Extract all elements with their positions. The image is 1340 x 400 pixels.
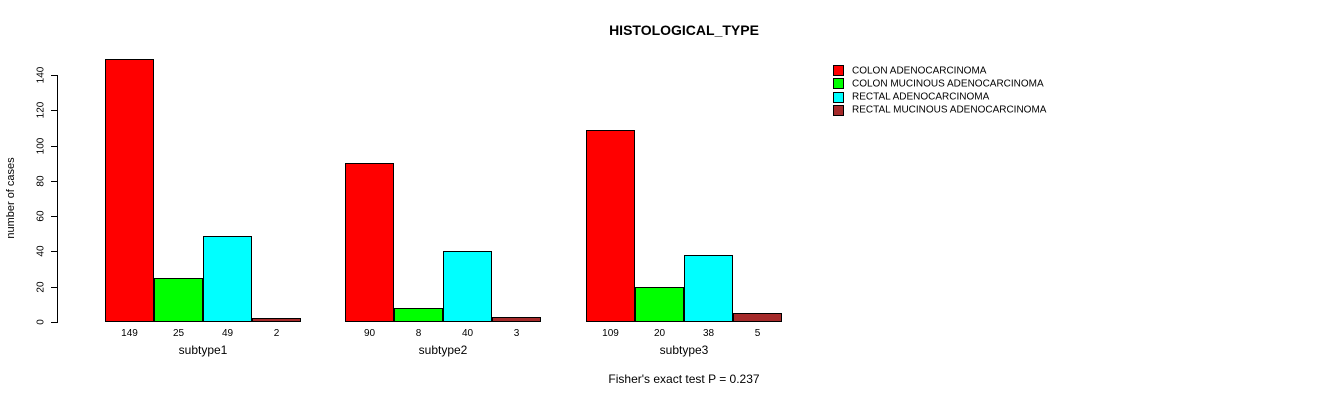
bar <box>443 251 492 322</box>
y-axis-tick <box>51 251 57 253</box>
legend-swatch <box>833 65 844 76</box>
bar <box>635 287 684 322</box>
x-axis-category-label: subtype1 <box>178 343 228 357</box>
legend-label: COLON ADENOCARCINOMA <box>852 65 987 76</box>
bar-value-label: 20 <box>653 328 666 339</box>
y-axis-tick <box>51 286 57 288</box>
y-axis-tick-label: 120 <box>35 101 47 119</box>
bar-value-label: 25 <box>172 328 185 339</box>
bar-value-label: 149 <box>121 328 138 339</box>
y-axis-tick-label: 60 <box>35 210 47 222</box>
stats-annotation: Fisher's exact test P = 0.237 <box>608 372 760 386</box>
y-axis-label: number of cases <box>5 157 17 239</box>
legend-label: COLON MUCINOUS ADENOCARCINOMA <box>852 78 1044 90</box>
bar <box>492 317 541 322</box>
bar <box>105 59 154 322</box>
legend-swatch <box>833 104 844 116</box>
y-axis-tick-label: 0 <box>35 319 47 325</box>
legend-swatch <box>833 91 844 103</box>
bar-value-label: 2 <box>273 328 280 339</box>
y-axis-tick-label: 140 <box>35 66 47 84</box>
x-axis-category-label: subtype2 <box>418 343 468 357</box>
bar <box>586 130 635 322</box>
x-axis-category-label: subtype3 <box>659 343 709 357</box>
bar-value-label: 109 <box>602 328 619 339</box>
y-axis-tick <box>51 322 57 323</box>
y-axis-tick <box>51 145 57 147</box>
y-axis-line <box>57 75 58 323</box>
bar <box>733 313 782 322</box>
legend-label: RECTAL ADENOCARCINOMA <box>852 91 990 103</box>
bar <box>345 163 394 322</box>
y-axis-tick-label: 100 <box>35 137 47 154</box>
bar-value-label: 49 <box>221 328 234 339</box>
bar-value-label: 90 <box>363 328 376 339</box>
legend-swatch <box>833 78 844 90</box>
bar <box>203 236 252 322</box>
bar-value-label: 40 <box>461 328 474 339</box>
y-axis-tick <box>51 75 57 76</box>
bar-value-label: 38 <box>702 328 715 339</box>
bar <box>684 255 733 322</box>
y-axis-tick-label: 20 <box>35 281 47 293</box>
y-axis-tick <box>51 180 57 182</box>
bar-value-label: 3 <box>513 328 520 339</box>
y-axis-tick <box>51 216 57 218</box>
chart-title: HISTOLOGICAL_TYPE <box>609 22 759 38</box>
legend-label: RECTAL MUCINOUS ADENOCARCINOMA <box>852 104 1047 116</box>
bar <box>394 308 443 322</box>
bar-value-label: 8 <box>415 328 422 339</box>
y-axis-tick <box>51 110 57 112</box>
y-axis-tick-label: 80 <box>35 175 47 187</box>
y-axis-tick-label: 40 <box>35 245 47 257</box>
bar <box>252 318 301 322</box>
bar-value-label: 5 <box>754 328 761 339</box>
bar <box>154 278 203 322</box>
